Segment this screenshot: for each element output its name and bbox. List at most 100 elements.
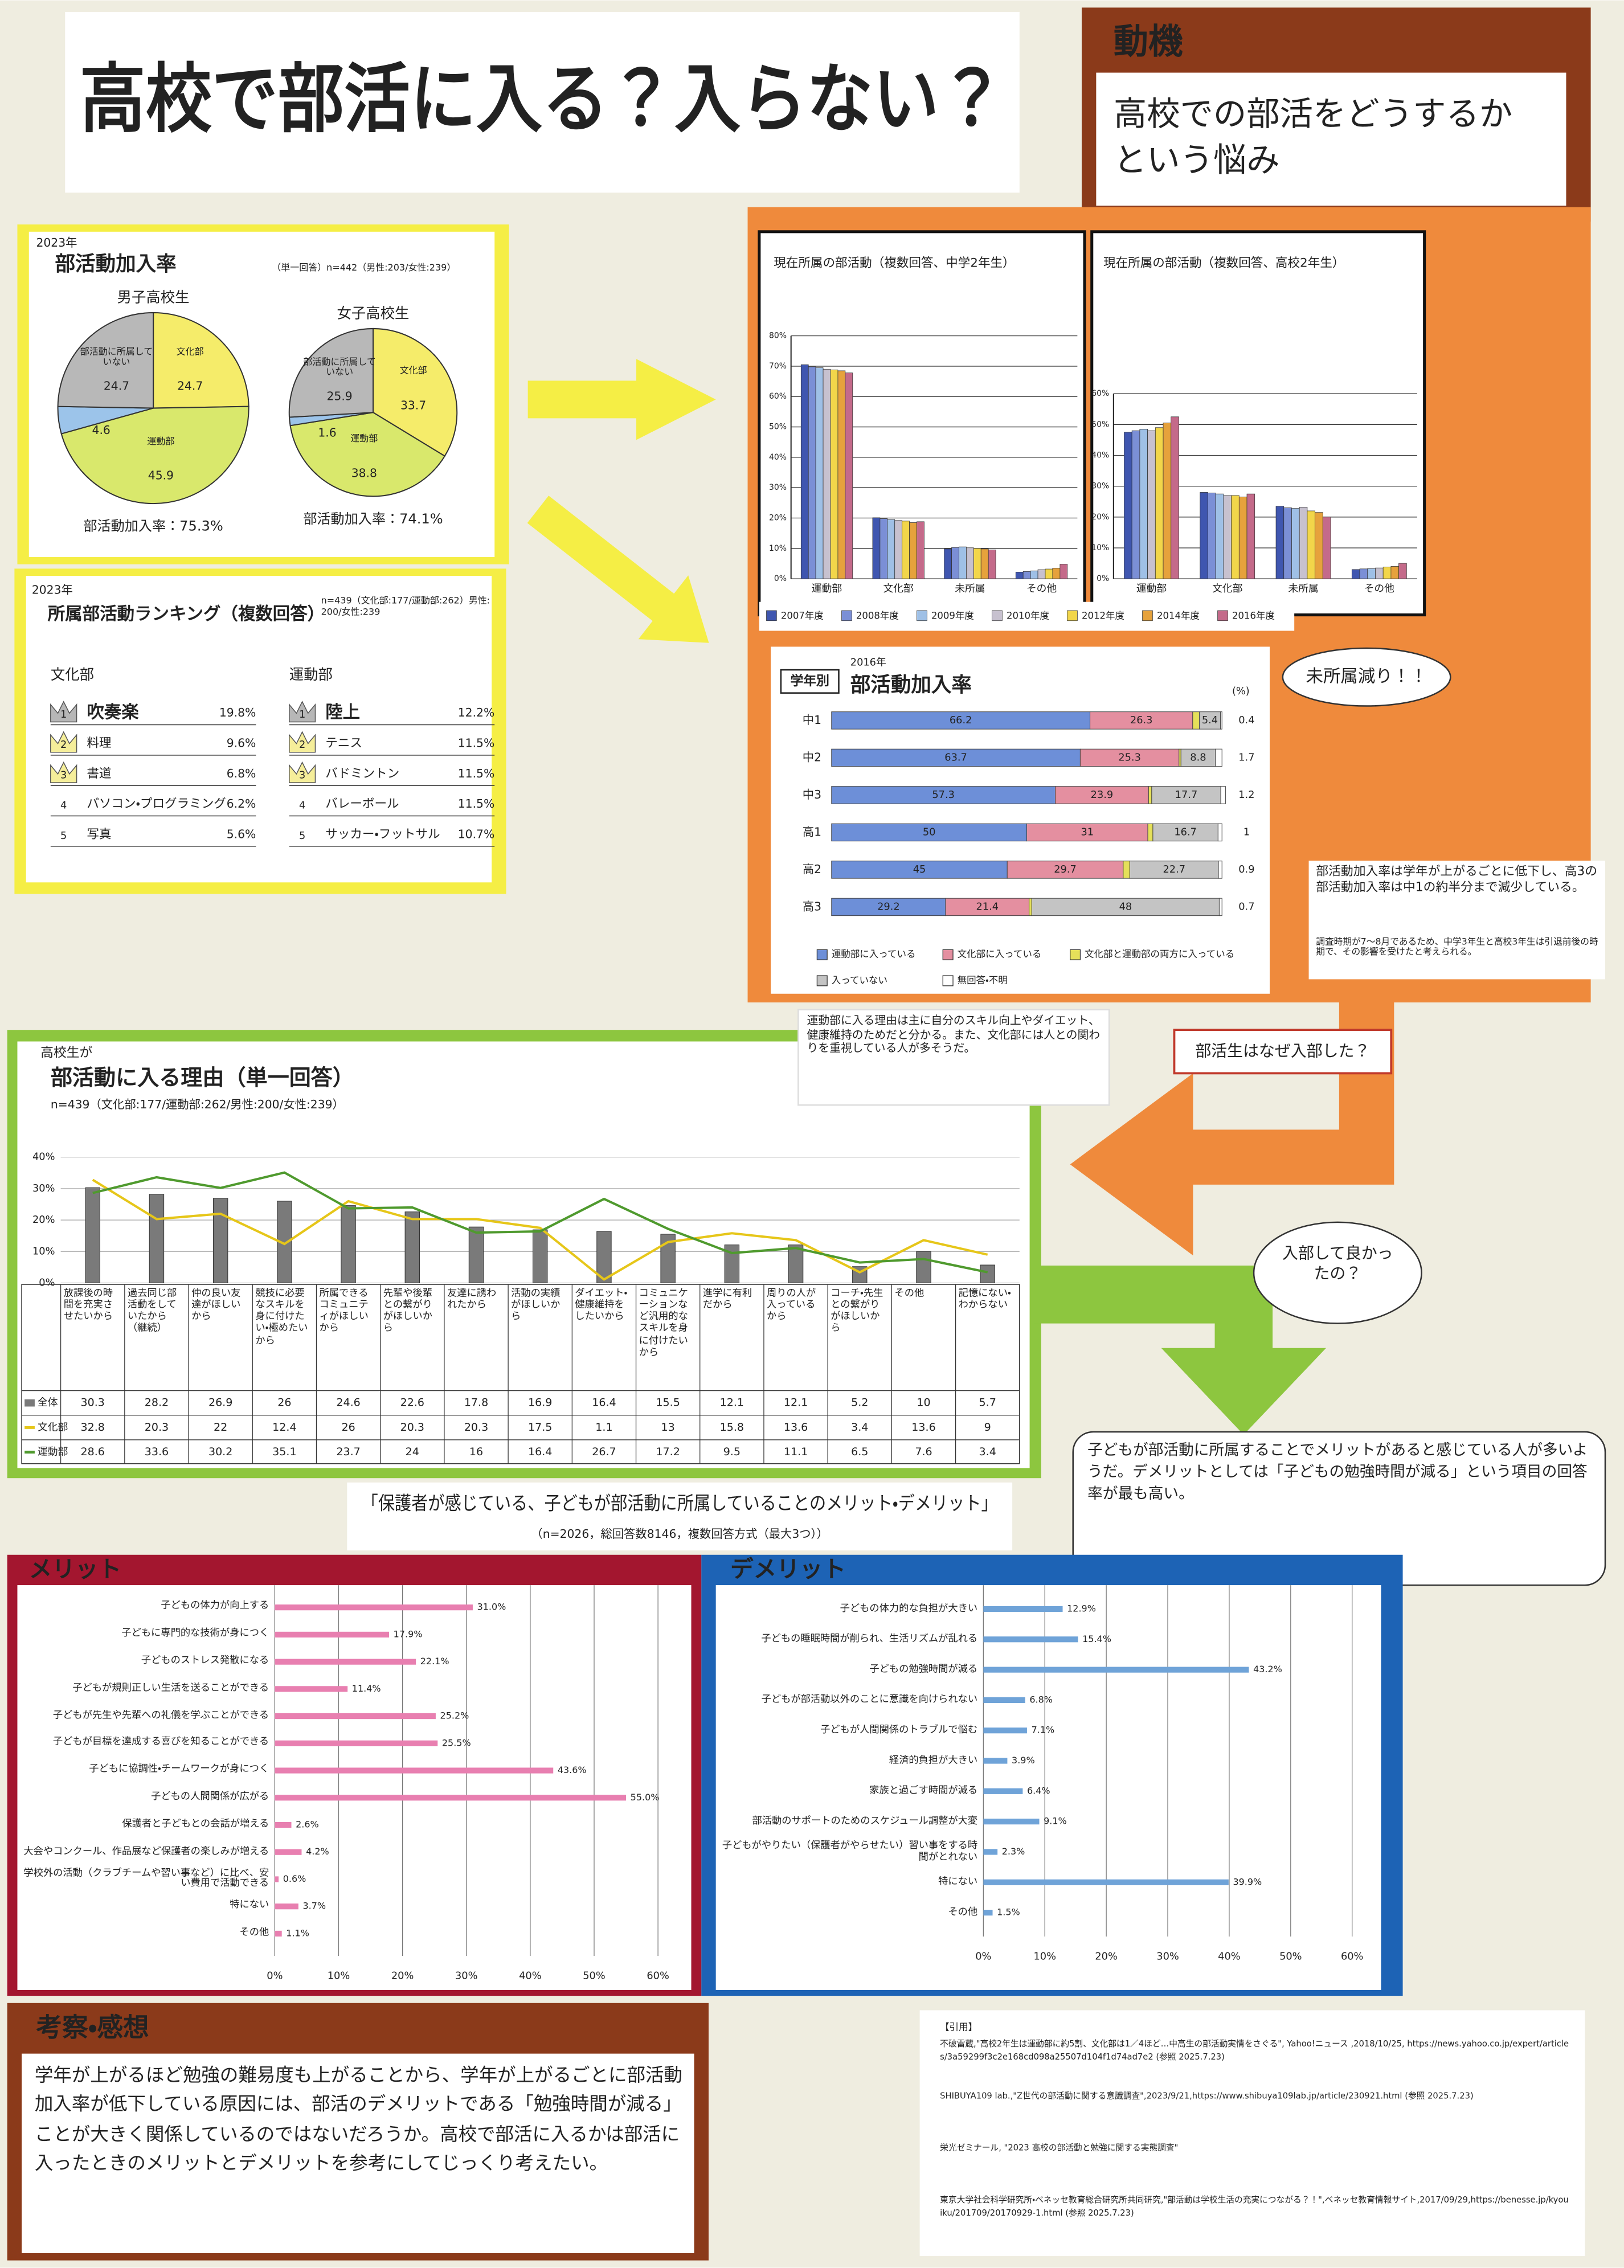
bar-segment <box>1217 823 1222 842</box>
value-label: 26.3 <box>1130 715 1153 726</box>
bar <box>1200 492 1208 579</box>
category-label: 子どもがやりたい（保護者がやらせたい）習い事をする時間がとれない <box>722 1839 978 1862</box>
bar <box>887 519 895 579</box>
panel-title: デメリット <box>730 1555 846 1583</box>
category-label-box: 家族と過ごす時間が減る <box>869 1784 977 1796</box>
headline: 「保護者が感じている、子どもが部活動に所属していることのメリット・デメリット」 <box>362 1492 998 1514</box>
bar-segment <box>1055 786 1149 804</box>
bar <box>275 1631 390 1637</box>
value-label: 0.7 <box>1238 901 1254 912</box>
slice-label-box: 運動部 <box>350 435 378 444</box>
bar <box>808 366 816 579</box>
category-label: 学校外の活動（クラブチームや習い事など）に比べ、安い費用で活動できる <box>23 1866 269 1890</box>
bar-segment <box>1123 861 1130 879</box>
crown <box>50 761 77 783</box>
value-label: 0.9 <box>1238 864 1254 875</box>
x-tick-label: 30% <box>455 1971 478 1982</box>
y-tick-label: 40% <box>1091 451 1109 460</box>
chart-note: （単一回答）n=442（男性:203/女性:239） <box>272 262 456 273</box>
value-label: 43.2% <box>1253 1664 1282 1675</box>
category-label-box: 周りの人が入っているから <box>767 1287 816 1323</box>
table-value: 15.5 <box>656 1397 680 1409</box>
slice-label-box: 運動部 <box>147 437 174 447</box>
bar <box>788 1244 804 1283</box>
bar <box>983 1849 998 1855</box>
table-value: 7.6 <box>915 1446 932 1458</box>
slice-label-box: 文化部 <box>400 367 427 376</box>
value-label: 57.3 <box>932 789 955 801</box>
category-label: 過去同じ部活動をしていたから（継続） <box>127 1287 177 1334</box>
bar <box>1022 571 1031 579</box>
y-tick-label: 30% <box>769 483 787 492</box>
category-label-box: 子どもに協調性・チームワークが身につく <box>89 1763 269 1775</box>
body-text-box: 学年が上がるほど勉強の難易度も上がることから、学年が上がるごとに部活動加入率が低… <box>35 2065 682 2176</box>
bar <box>966 547 974 579</box>
legend-swatch <box>766 610 777 621</box>
category-label: その他 <box>894 1287 925 1299</box>
legend-label: 運動部に入っている <box>832 949 916 960</box>
club-name: サッカー・フットサル <box>325 827 440 841</box>
legend-label: 2014年度 <box>1157 611 1200 621</box>
club-name: 陸上 <box>325 703 360 723</box>
bar <box>1215 493 1224 579</box>
rank: 1 <box>60 709 67 720</box>
category-label-box: 過去同じ部活動をしていたから（継続） <box>127 1287 177 1334</box>
table-value: 9.5 <box>723 1446 741 1458</box>
poster-title: 高校で部活に入る？入らない？ <box>80 56 1005 144</box>
consideration-card <box>22 2053 694 2253</box>
bar <box>1398 563 1407 579</box>
category-label: 子どもに協調性・チームワークが身につく <box>89 1763 269 1775</box>
x-tick-label: 20% <box>391 1971 414 1982</box>
table-value: 16.4 <box>592 1397 616 1409</box>
y-tick-label: 高3 <box>803 899 821 913</box>
y-tick-label: 20% <box>769 513 787 522</box>
bar-segment <box>831 823 1028 842</box>
bar <box>894 520 903 579</box>
value-label: 17.9% <box>394 1628 423 1639</box>
pie-slice <box>57 312 154 409</box>
bar <box>845 372 853 579</box>
value-label: 0.4 <box>1238 715 1254 726</box>
value-label: 4.2% <box>306 1846 329 1857</box>
rank: 2 <box>60 739 67 751</box>
year: 2016年 <box>850 656 886 668</box>
table-value: 22.6 <box>400 1397 424 1409</box>
bar <box>902 521 910 579</box>
bar <box>1283 507 1292 579</box>
value-label: 43.6% <box>558 1765 587 1775</box>
bar <box>1299 507 1308 579</box>
value-label: 55.0% <box>631 1792 660 1803</box>
bar <box>944 548 952 579</box>
category-label: 子どもの体力的な負担が大きい <box>840 1602 978 1614</box>
bar <box>404 1211 420 1283</box>
x-tick-label: 運動部 <box>1136 583 1167 595</box>
motive-text: 高校での部活をどうするか <box>1114 95 1513 133</box>
value-label: 11.4% <box>352 1683 381 1694</box>
arrow <box>1161 1348 1327 1435</box>
category-label: 子どもが目標を達成する喜びを知ることができる <box>52 1736 269 1748</box>
bar <box>1052 568 1061 579</box>
bar <box>85 1187 100 1283</box>
table-title: 所属部活動ランキング（複数回答） <box>47 604 325 624</box>
chart-title: 部活動加入率 <box>55 252 176 276</box>
x-tick-label: 10% <box>328 1971 350 1982</box>
pie-subtitle: 男子高校生 <box>117 289 190 306</box>
pie-slice <box>372 327 458 457</box>
category-label-box: 進学に有利だから <box>703 1287 752 1311</box>
note-box <box>1308 861 1605 980</box>
bar <box>815 367 824 579</box>
bar <box>1223 495 1232 579</box>
table-value: 3.4 <box>851 1421 868 1434</box>
bar-segment <box>1148 786 1152 804</box>
note-box <box>797 1009 1110 1106</box>
bar-segment <box>831 861 1008 879</box>
legend-label: 全体 <box>38 1397 58 1409</box>
value-label: 50 <box>923 826 936 838</box>
reasons-card <box>17 1041 1030 1468</box>
bar <box>1231 495 1240 579</box>
category-label: 友達に誘われたから <box>447 1287 497 1311</box>
table-value: 22 <box>214 1421 227 1434</box>
club-rate: 10.7% <box>458 827 494 841</box>
category-label-box: 子どもがやりたい（保護者がやらせたい）習い事をする時間がとれない <box>722 1839 978 1862</box>
